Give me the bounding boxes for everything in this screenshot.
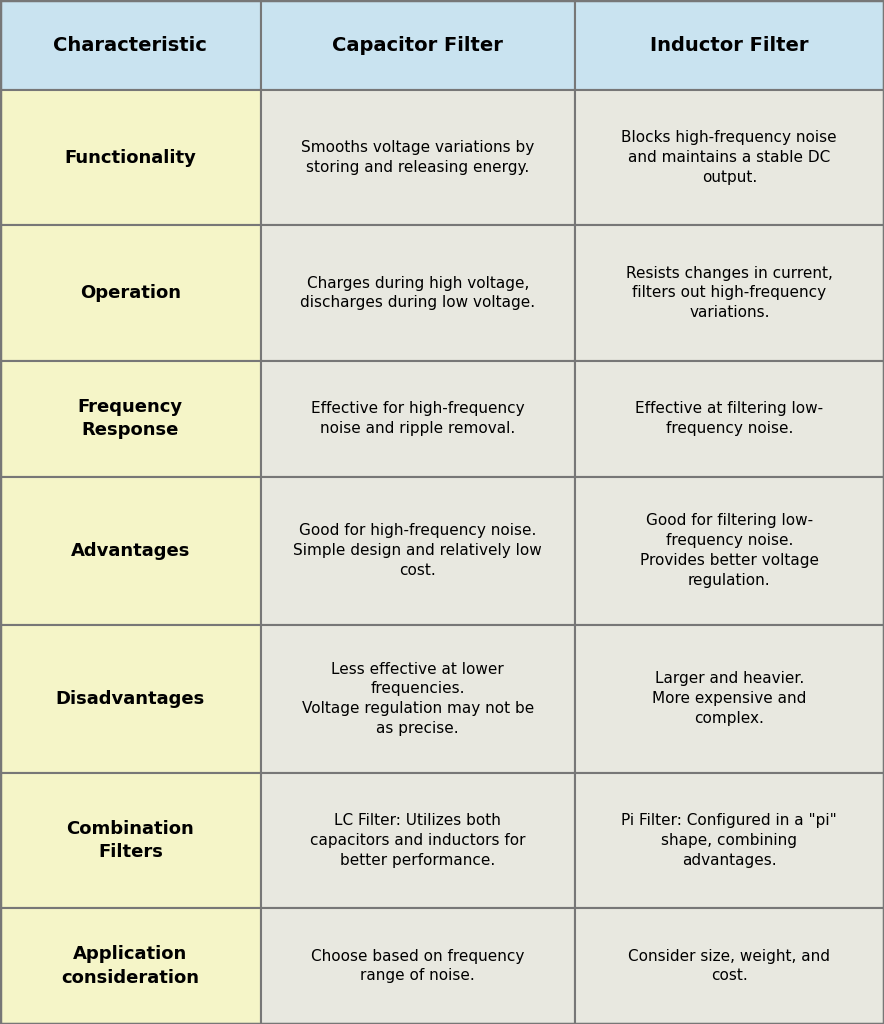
Bar [575, 476, 884, 625]
Bar [261, 476, 575, 625]
Text: Combination
Filters: Combination Filters [66, 819, 194, 861]
Bar [0, 225, 261, 360]
Text: Operation: Operation [80, 284, 181, 302]
Bar [0, 773, 261, 908]
Bar [261, 225, 575, 360]
Text: Functionality: Functionality [65, 148, 196, 167]
Bar [575, 90, 884, 225]
Bar [575, 908, 884, 1024]
Bar [261, 908, 575, 1024]
Bar [261, 773, 575, 908]
Text: Larger and heavier.
More expensive and
complex.: Larger and heavier. More expensive and c… [652, 672, 806, 726]
Bar [0, 0, 261, 90]
Text: Blocks high-frequency noise
and maintains a stable DC
output.: Blocks high-frequency noise and maintain… [621, 130, 837, 185]
Bar [0, 90, 261, 225]
Bar [575, 225, 884, 360]
Bar [575, 0, 884, 90]
Bar [575, 625, 884, 773]
Text: Inductor Filter: Inductor Filter [650, 36, 809, 54]
Text: Smooths voltage variations by
storing and releasing energy.: Smooths voltage variations by storing an… [301, 140, 534, 175]
Bar [261, 0, 575, 90]
Text: Consider size, weight, and
cost.: Consider size, weight, and cost. [629, 948, 830, 983]
Text: Advantages: Advantages [71, 542, 190, 559]
Bar [575, 773, 884, 908]
Text: Choose based on frequency
range of noise.: Choose based on frequency range of noise… [311, 948, 524, 983]
Bar [575, 360, 884, 476]
Text: Pi Filter: Configured in a "pi"
shape, combining
advantages.: Pi Filter: Configured in a "pi" shape, c… [621, 813, 837, 867]
Bar [0, 476, 261, 625]
Text: Less effective at lower
frequencies.
Voltage regulation may not be
as precise.: Less effective at lower frequencies. Vol… [301, 662, 534, 736]
Text: Good for filtering low-
frequency noise.
Provides better voltage
regulation.: Good for filtering low- frequency noise.… [640, 513, 819, 588]
Text: Capacitor Filter: Capacitor Filter [332, 36, 503, 54]
Text: Charges during high voltage,
discharges during low voltage.: Charges during high voltage, discharges … [301, 275, 535, 310]
Text: LC Filter: Utilizes both
capacitors and inductors for
better performance.: LC Filter: Utilizes both capacitors and … [310, 813, 525, 867]
Bar [0, 908, 261, 1024]
Text: Frequency
Response: Frequency Response [78, 397, 183, 439]
Text: Effective at filtering low-
frequency noise.: Effective at filtering low- frequency no… [636, 401, 823, 436]
Text: Resists changes in current,
filters out high-frequency
variations.: Resists changes in current, filters out … [626, 265, 833, 321]
Bar [261, 90, 575, 225]
Text: Disadvantages: Disadvantages [56, 690, 205, 708]
Text: Effective for high-frequency
noise and ripple removal.: Effective for high-frequency noise and r… [311, 401, 524, 436]
Text: Application
consideration: Application consideration [61, 945, 200, 987]
Text: Good for high-frequency noise.
Simple design and relatively low
cost.: Good for high-frequency noise. Simple de… [293, 523, 542, 578]
Bar [0, 625, 261, 773]
Bar [261, 625, 575, 773]
Text: Characteristic: Characteristic [53, 36, 208, 54]
Bar [261, 360, 575, 476]
Bar [0, 360, 261, 476]
